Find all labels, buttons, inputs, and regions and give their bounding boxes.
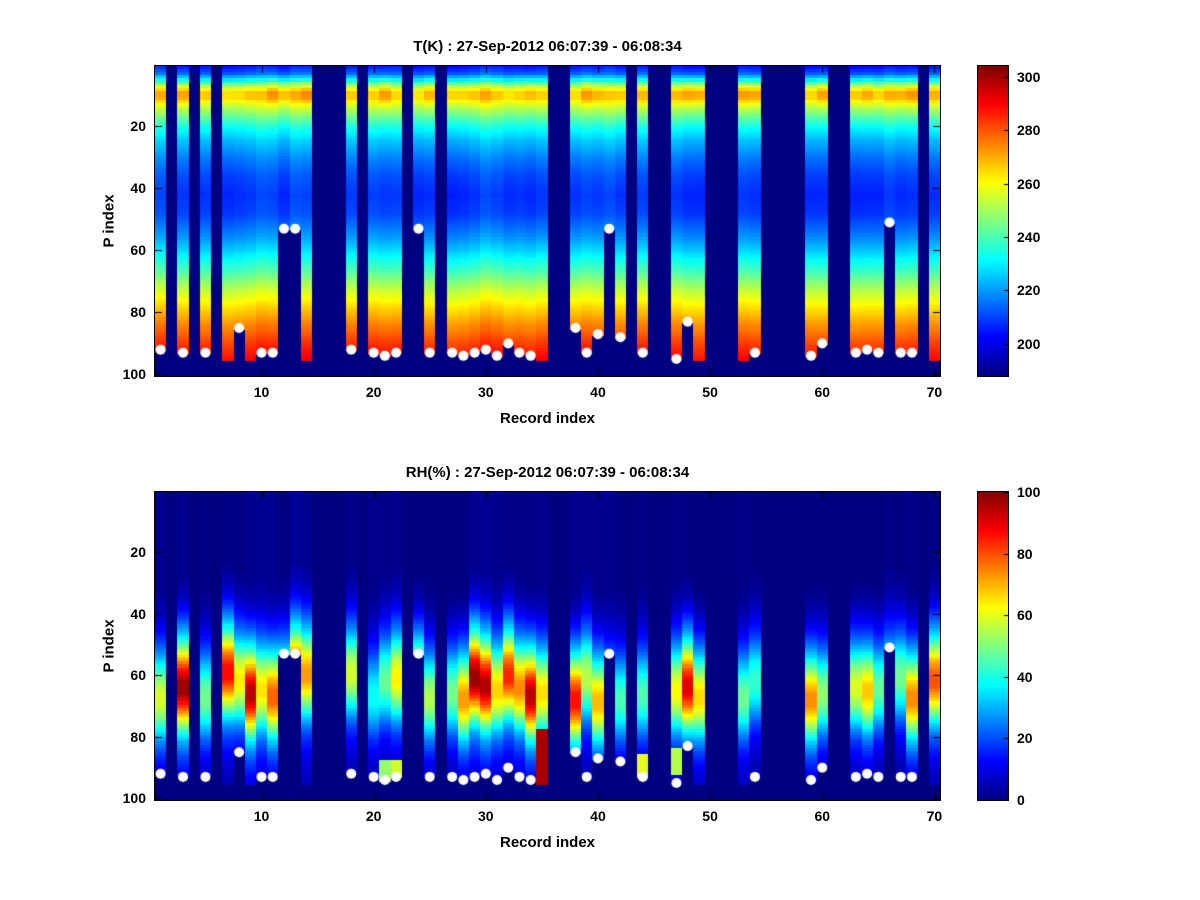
colorbar-tick-label: 80 [1017,545,1033,562]
humidity-colorbar-canvas [977,491,1009,801]
temperature-y-axis-label: P index [100,194,118,248]
y-tick-label: 20 [130,544,146,561]
temperature-heatmap-plot: 10 20 30 40 50 60 70 20 40 60 80 100 P index Recor… [101,65,942,427]
colorbar-tick-label: 220 [1017,282,1041,299]
y-tick-label: 40 [130,605,146,622]
temperature-chart-title: T(K) : 27-Sep-2012 06:07:39 - 06:08:34 [413,38,682,55]
humidity-chart-title: RH(%) : 27-Sep-2012 06:07:39 - 06:08:34 [405,464,690,481]
x-tick-label: 20 [365,384,382,400]
humidity-heatmap-plot: 10 20 30 40 50 60 70 20 40 60 80 100 P index Recor… [101,491,942,851]
x-tick-label: 70 [926,384,943,400]
x-tick-label: 50 [702,384,718,400]
temperature-colorbar-ticks: 200 220 240 260 280 300 [1017,66,1061,376]
x-tick-label: 40 [590,384,606,400]
temperature-y-axis-ticks: 20 40 60 80 100 [112,66,146,382]
x-tick-label: 20 [365,808,382,824]
humidity-y-axis-label: P index [100,619,118,673]
temperature-heatmap-canvas [154,65,941,377]
colorbar-tick-label: 260 [1017,175,1041,192]
colorbar-tick-label: 40 [1017,668,1033,685]
colorbar-tick-label: 60 [1017,607,1033,624]
temperature-x-axis-ticks: 10 20 30 40 50 60 70 [155,384,943,400]
humidity-y-axis-ticks: 20 40 60 80 100 [112,492,146,806]
temperature-x-axis-label: Record index [499,410,596,427]
colorbar-tick-label: 200 [1017,335,1041,352]
humidity-x-axis-ticks: 10 20 30 40 50 60 70 [155,808,943,824]
temperature-colorbar-canvas [977,65,1009,377]
humidity-colorbar: 0 20 40 60 80 100 [977,484,1040,808]
colorbar-tick-label: 300 [1017,68,1041,85]
colorbar-tick-label: 240 [1017,229,1041,246]
x-tick-label: 30 [478,808,494,824]
y-tick-label: 100 [122,790,146,807]
y-tick-label: 40 [130,180,146,197]
y-tick-label: 20 [130,118,146,135]
x-tick-label: 60 [814,384,831,400]
colorbar-tick-label: 20 [1017,730,1033,747]
humidity-x-axis-label: Record index [499,834,596,851]
x-tick-label: 50 [702,808,718,824]
temperature-colorbar: 200 220 240 260 280 300 [977,65,1040,377]
colorbar-tick-label: 0 [1017,792,1025,808]
colorbar-tick-label: 280 [1017,122,1041,139]
x-tick-label: 30 [478,384,494,400]
y-tick-label: 80 [130,304,146,321]
colorbar-tick-label: 100 [1017,484,1041,500]
y-tick-label: 100 [122,366,146,383]
y-tick-label: 60 [130,242,146,259]
humidity-colorbar-ticks: 0 20 40 60 80 100 [1017,484,1061,808]
x-tick-label: 70 [926,808,943,824]
humidity-heatmap-canvas [154,491,941,801]
x-tick-label: 40 [590,808,606,824]
x-tick-label: 60 [814,808,831,824]
y-tick-label: 60 [130,667,146,684]
y-tick-label: 80 [130,728,146,745]
x-tick-label: 10 [253,384,270,400]
x-tick-label: 10 [253,808,270,824]
